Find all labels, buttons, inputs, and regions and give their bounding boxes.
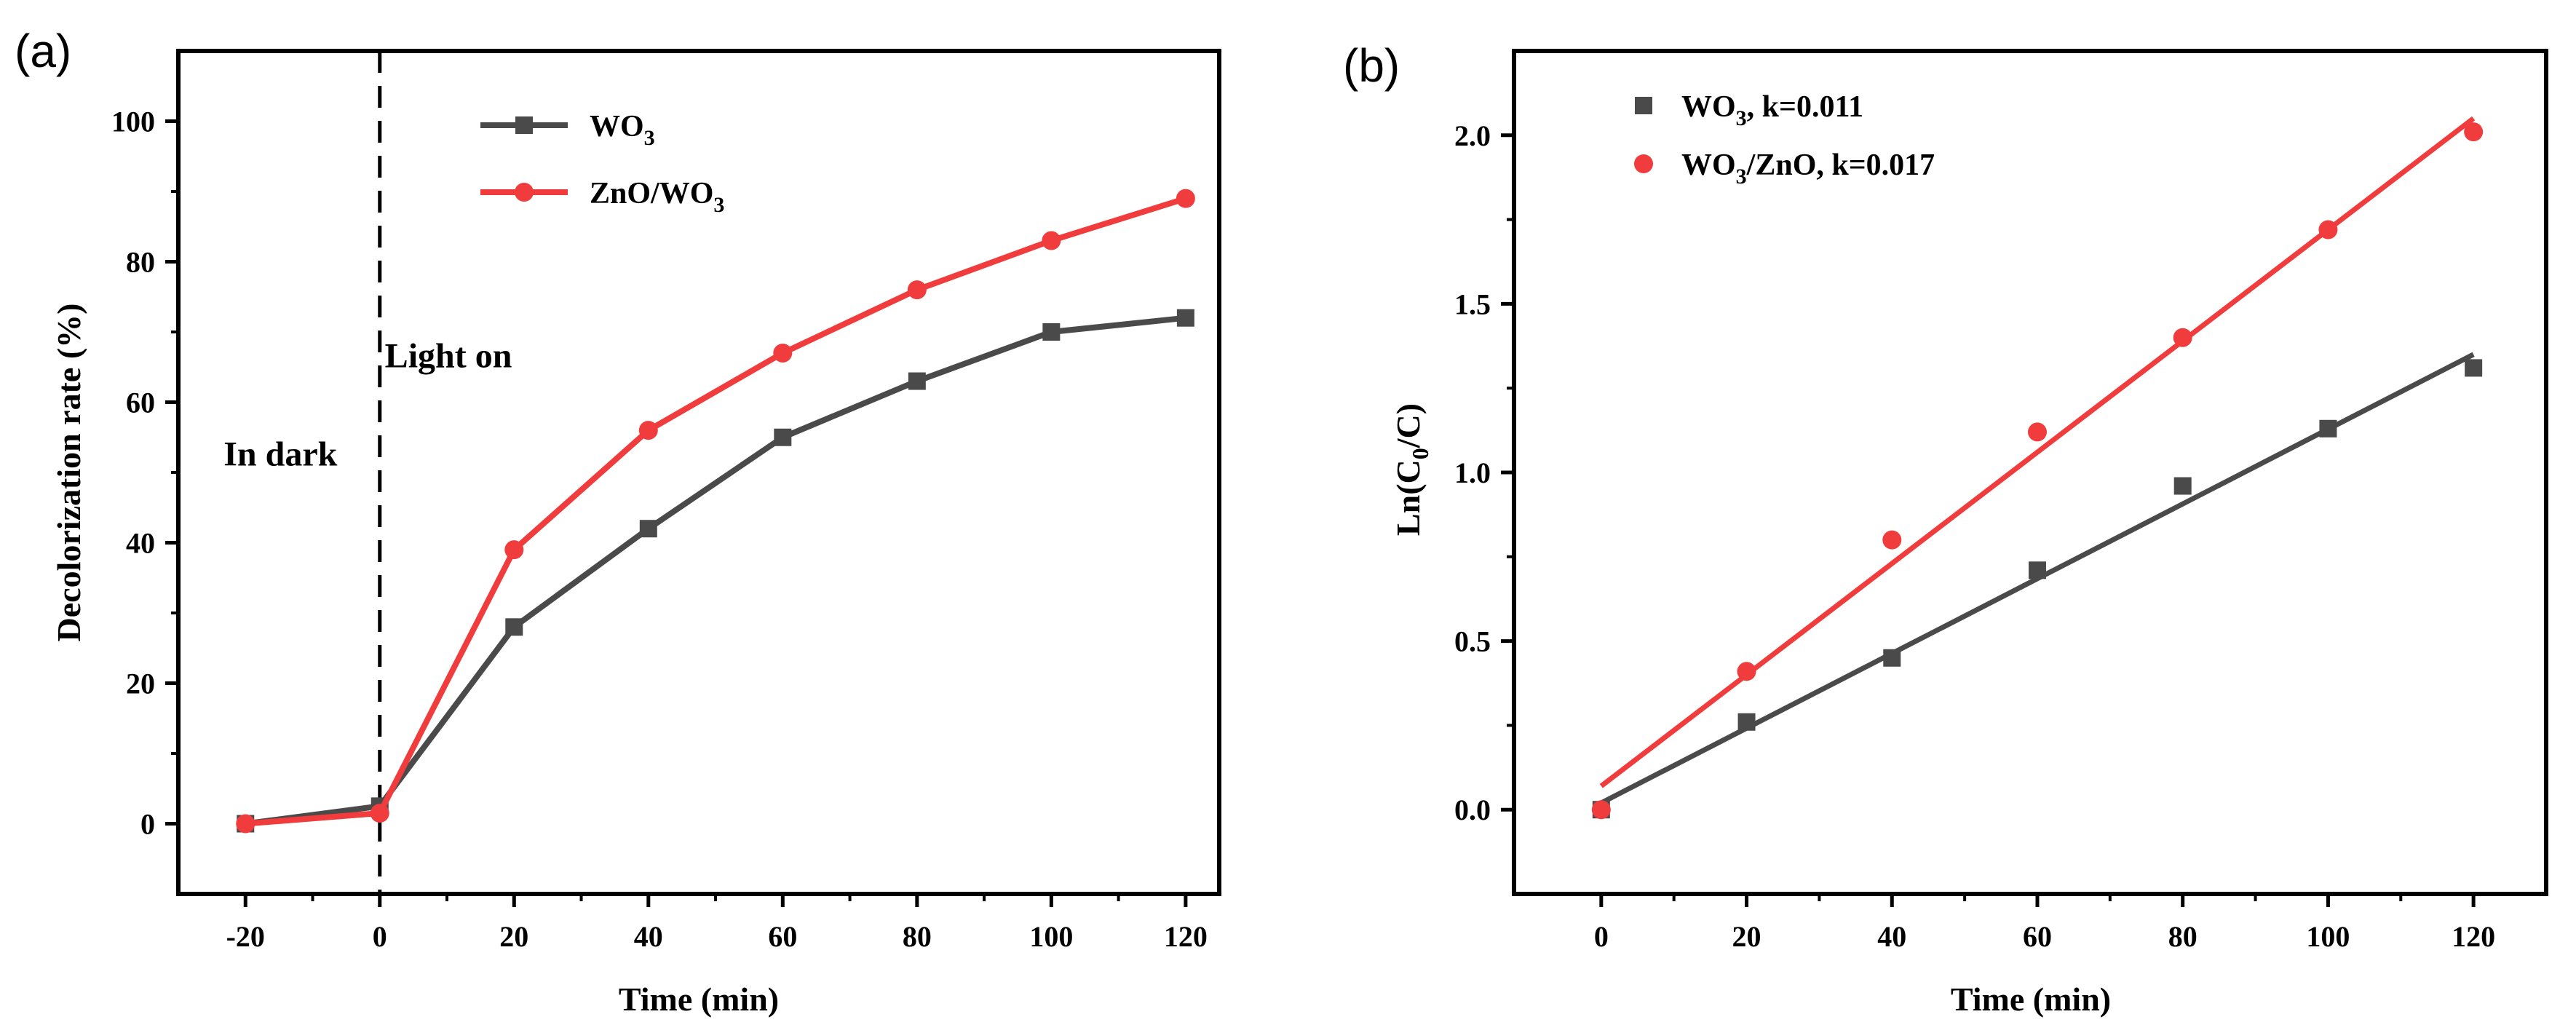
legend-square-marker <box>1635 97 1652 114</box>
y-tick-label: 1.0 <box>1454 456 1491 489</box>
x-tick-label: 0 <box>373 920 387 953</box>
legend-label-subscript: 3 <box>644 126 655 150</box>
data-point-circle <box>1591 800 1611 820</box>
panel-a-x-axis-title: Time (min) <box>619 981 779 1018</box>
x-tick-label: 0 <box>1594 920 1609 953</box>
x-tick-label: 60 <box>2023 920 2052 953</box>
legend-label-name: WO <box>1681 90 1736 124</box>
panel-a-marks: In dark Light on <box>223 51 1195 894</box>
panel-b-y-axis-title: Ln(C0/C) <box>1390 403 1433 536</box>
panel-b-plot-frame <box>1512 49 2548 896</box>
data-point-circle <box>1176 189 1195 208</box>
y-tick-label: 0.0 <box>1454 793 1491 826</box>
panel-a-decolorization-chart: (a) -20 0 20 40 60 80 100 120 0 20 40 60 80 100 In da… <box>15 25 1221 1018</box>
annotation-0: In dark <box>223 435 337 473</box>
legend-label-subscript: 3 <box>1736 165 1747 189</box>
x-tick-label: -20 <box>226 920 265 953</box>
annotation-1: Light on <box>385 336 512 375</box>
x-tick-label: 120 <box>2452 920 2495 953</box>
legend-label-1: ZnO/WO3 <box>590 177 724 217</box>
panel-b-y-axis-title-tail: /C) <box>1390 403 1427 448</box>
x-tick-label: 80 <box>2168 920 2197 953</box>
legend-label-0: WO3, k=0.011 <box>1681 90 1863 130</box>
data-point-square <box>1042 323 1061 341</box>
data-point-square <box>774 428 792 446</box>
data-point-circle <box>236 814 255 834</box>
data-point-circle <box>1882 530 1902 550</box>
data-point-circle <box>2173 328 2192 347</box>
legend-label-0: WO3 <box>590 110 655 150</box>
legend-label-name: WO <box>590 110 644 143</box>
y-tick-label: 1.5 <box>1454 288 1491 320</box>
y-tick-label: 2.0 <box>1454 119 1491 152</box>
data-point-square <box>2319 419 2337 438</box>
panel-a-label: (a) <box>15 25 71 77</box>
data-point-square <box>1737 713 1756 731</box>
y-tick-label: 60 <box>126 387 155 419</box>
data-point-square <box>1883 649 1901 667</box>
data-point-circle <box>1737 662 1756 681</box>
fit-line-series-1 <box>1599 116 2476 788</box>
data-point-circle <box>907 280 927 300</box>
legend-label-1: WO3/ZnO, k=0.017 <box>1681 149 1935 189</box>
legend-label-name: WO <box>1681 149 1736 182</box>
data-point-circle <box>1042 231 1061 250</box>
data-point-square <box>2028 561 2046 579</box>
x-tick-label: 20 <box>1732 920 1761 953</box>
legend-label-suffix: , k=0.011 <box>1747 90 1863 124</box>
data-point-square <box>2173 477 2192 495</box>
data-point-circle <box>504 540 524 560</box>
panel-b-x-axis-title: Time (min) <box>1951 981 2111 1018</box>
y-tick-label: 20 <box>126 668 155 700</box>
x-tick-label: 40 <box>634 920 663 953</box>
panel-b-label: (b) <box>1343 39 1400 92</box>
legend-circle-marker <box>515 183 534 202</box>
data-point-square <box>505 618 523 636</box>
data-point-square <box>908 372 926 390</box>
legend-label-subscript: 3 <box>1736 106 1747 130</box>
panel-a-plot-frame <box>176 49 1221 896</box>
y-tick-label: 0 <box>140 808 155 841</box>
panel-b-ticks: 0 20 40 60 80 100 120 0.0 0.5 1.0 1.5 2.0 <box>1454 119 2495 953</box>
series-line-1 <box>245 195 1187 827</box>
y-tick-label: 40 <box>126 527 155 560</box>
data-point-circle <box>773 343 793 363</box>
data-point-square <box>2465 359 2483 377</box>
data-point-circle <box>2464 122 2484 142</box>
y-tick-label: 0.5 <box>1454 625 1491 658</box>
data-point-square <box>639 520 657 538</box>
data-point-circle <box>638 421 658 440</box>
panel-b-y-axis-title-sub: 0 <box>1407 448 1433 459</box>
legend-label-suffix: /ZnO, k=0.017 <box>1746 149 1935 182</box>
panel-a-y-axis-title: Decolorization rate (%) <box>50 304 87 642</box>
data-point-circle <box>2318 220 2338 240</box>
x-tick-label: 20 <box>499 920 528 953</box>
x-tick-label: 80 <box>903 920 932 953</box>
x-tick-label: 40 <box>1877 920 1906 953</box>
legend-label-name: ZnO/WO <box>590 177 713 210</box>
legend-label-subscript: 3 <box>713 193 724 217</box>
x-tick-label: 100 <box>1029 920 1073 953</box>
data-point-circle <box>370 804 389 823</box>
x-tick-label: 60 <box>768 920 797 953</box>
panel-b-marks <box>1591 116 2484 820</box>
series-line-0 <box>245 314 1186 827</box>
x-tick-label: 100 <box>2306 920 2350 953</box>
y-tick-label: 100 <box>111 106 155 138</box>
panel-b-y-axis-title-main: Ln(C <box>1390 459 1427 536</box>
y-tick-label: 80 <box>126 246 155 279</box>
data-point-circle <box>2027 422 2047 442</box>
x-tick-label: 120 <box>1164 920 1208 953</box>
panel-b-kinetics-chart: (b) 0 20 40 60 80 100 120 0.0 0.5 1.0 1.5 2.0 Time … <box>1343 39 2548 1018</box>
legend-square-marker <box>515 116 533 134</box>
panel-a-ticks: -20 0 20 40 60 80 100 120 0 20 40 60 80 100 <box>111 106 1208 954</box>
legend-circle-marker <box>1634 154 1653 173</box>
data-point-square <box>1176 309 1194 327</box>
